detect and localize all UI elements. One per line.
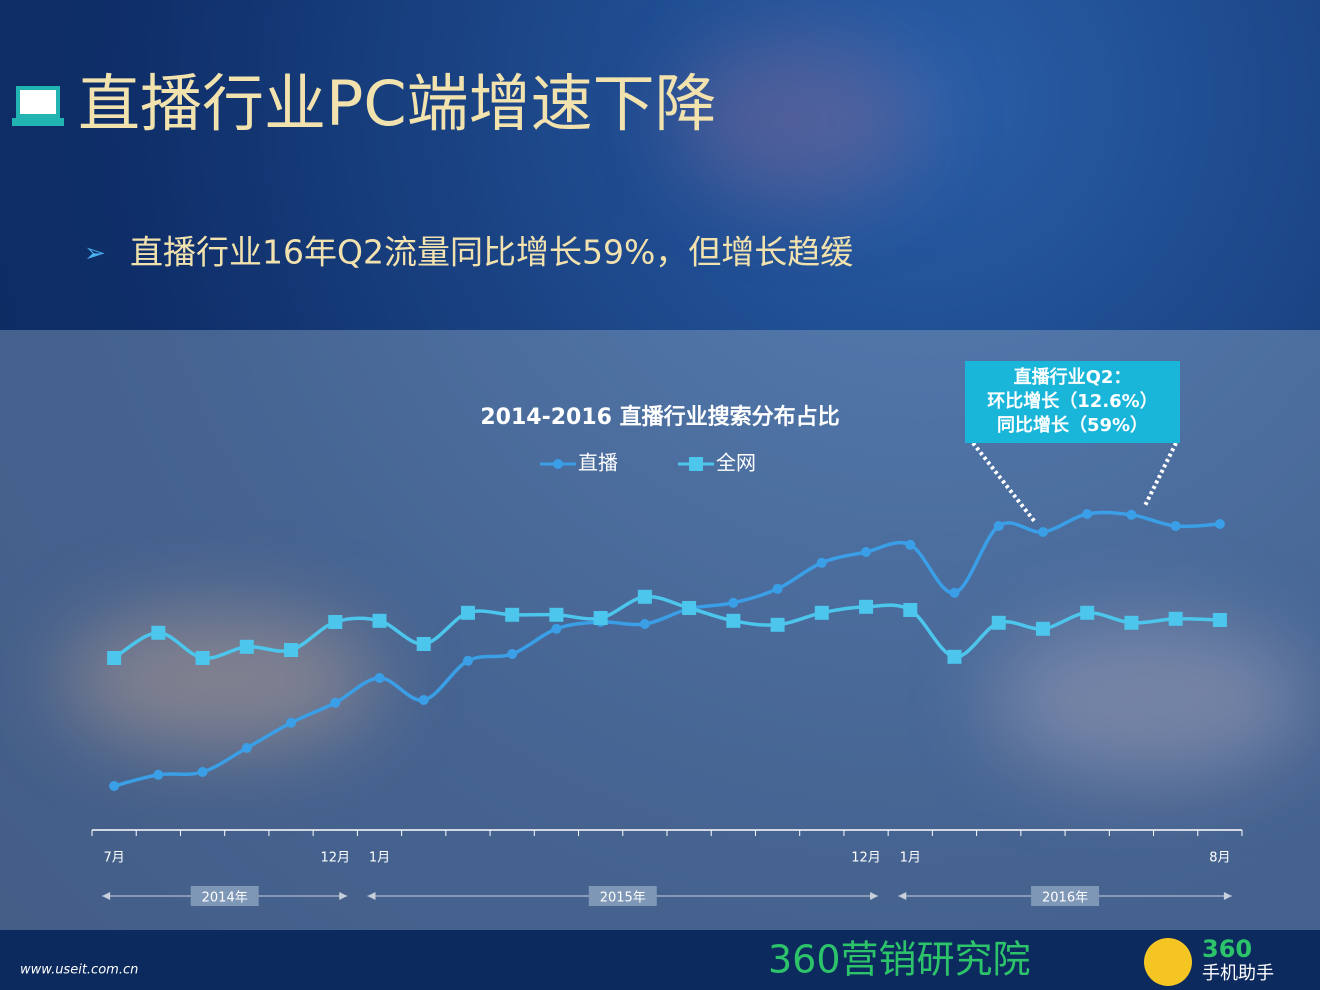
x-tick-label: 12月	[851, 851, 881, 866]
callout-pointer	[971, 441, 1037, 524]
legend-label: 全网	[716, 451, 756, 475]
footer-url: www.useit.com.cn	[20, 963, 138, 978]
marker	[284, 643, 299, 657]
x-tick-label: 1月	[900, 851, 921, 866]
slide-title: 直播行业PC端增速下降	[78, 67, 717, 140]
marker	[905, 539, 916, 550]
marker	[153, 769, 164, 780]
callout	[965, 361, 1180, 443]
callout-text: 直播行业Q2：	[1014, 366, 1132, 388]
marker	[151, 625, 166, 640]
marker	[637, 589, 652, 604]
marker	[1170, 521, 1181, 531]
bullet-icon: ➢	[84, 239, 106, 269]
legend-marker	[689, 457, 703, 471]
marker	[507, 649, 518, 659]
legend-marker	[553, 459, 563, 469]
marker	[1212, 613, 1227, 627]
marker	[947, 649, 962, 664]
marker	[195, 651, 210, 665]
marker	[903, 603, 918, 617]
callout-text: 环比增长（12.6%）	[987, 390, 1157, 412]
callout-text: 同比增长（59%）	[997, 414, 1148, 436]
period-bg	[588, 886, 657, 906]
marker	[109, 781, 120, 791]
x-tick-label: 1月	[369, 851, 390, 866]
brand: 360营销研究院	[768, 938, 1031, 982]
marker	[814, 605, 829, 620]
marker	[374, 673, 385, 683]
marker	[416, 637, 431, 651]
marker	[462, 655, 473, 666]
legend-label: 直播	[578, 451, 618, 475]
marker	[418, 695, 429, 705]
marker	[593, 611, 608, 625]
marker	[772, 583, 783, 594]
marker	[1080, 605, 1095, 620]
marker	[1035, 621, 1050, 636]
marker	[241, 743, 252, 753]
marker	[551, 623, 562, 634]
icon	[12, 118, 64, 126]
marker	[1124, 615, 1139, 630]
marker	[239, 639, 254, 654]
chart-title: 2014-2016 直播行业搜索分布占比	[480, 404, 839, 430]
marker	[549, 607, 564, 622]
logo	[1144, 938, 1192, 986]
footer-band	[0, 930, 1320, 990]
x-tick-label: 7月	[103, 851, 124, 866]
marker	[816, 557, 827, 568]
marker	[1168, 611, 1183, 626]
marker	[682, 601, 697, 615]
bullet: 直播行业16年Q2流量同比增长59%，但增长趋缓	[130, 233, 853, 272]
marker	[330, 697, 341, 708]
marker	[993, 521, 1004, 531]
marker	[770, 617, 785, 632]
marker	[949, 587, 960, 598]
marker	[861, 547, 872, 557]
marker	[505, 607, 520, 622]
marker	[372, 613, 387, 628]
logo-text: 手机助手	[1202, 963, 1274, 984]
period-label: 2016年	[1042, 891, 1088, 906]
marker	[1082, 509, 1093, 519]
series-line	[113, 510, 1220, 788]
period-bg	[190, 886, 259, 906]
marker	[639, 619, 650, 629]
marker	[859, 599, 874, 614]
marker	[1214, 519, 1225, 529]
x-tick-label: 12月	[320, 851, 350, 866]
marker	[1037, 527, 1048, 537]
marker	[726, 613, 741, 628]
x-tick-label: 8月	[1209, 851, 1230, 866]
marker	[286, 717, 297, 728]
icon	[16, 86, 60, 118]
period-label: 2015年	[600, 891, 646, 906]
marker	[107, 651, 122, 665]
marker	[991, 615, 1006, 630]
marker	[460, 605, 475, 620]
marker	[197, 767, 208, 777]
period-bg	[1031, 886, 1100, 906]
marker	[1126, 509, 1137, 520]
period-label: 2014年	[202, 891, 248, 906]
logo-number: 360	[1202, 935, 1252, 963]
marker	[728, 597, 739, 608]
marker	[328, 615, 343, 629]
